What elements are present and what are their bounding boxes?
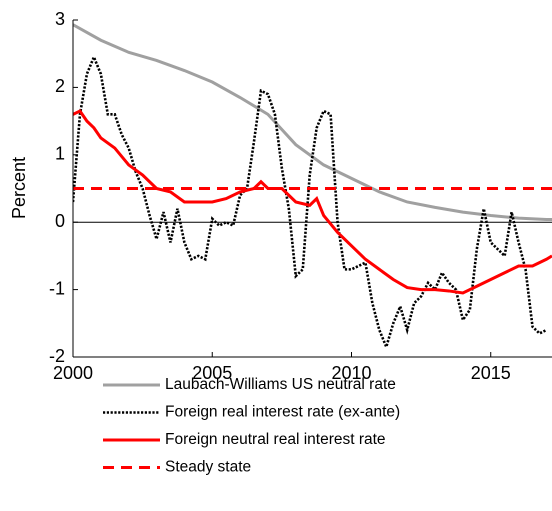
y-tick-label: 0 [55,211,65,231]
plot-lines [73,23,552,351]
legend-label: Laubach-Williams US neutral rate [165,376,396,393]
x-tick-label: 2000 [53,363,93,383]
y-tick-label: -2 [49,346,65,366]
legend-label: Foreign real interest rate (ex-ante) [165,404,400,421]
legend-label: Foreign neutral real interest rate [165,431,386,448]
x-tick-label: 2005 [192,363,232,383]
y-tick-label: 1 [55,144,65,164]
series-line [73,23,552,222]
x-tick-label: 2015 [471,363,511,383]
x-tick-label: 2010 [331,363,371,383]
series-line [73,109,552,295]
legend-label: Steady state [165,459,251,476]
series-line [73,53,547,351]
y-tick-label: 3 [55,9,65,29]
y-axis-label: Percent [9,157,29,219]
y-tick-label: 2 [55,76,65,96]
y-tick-label: -1 [49,278,65,298]
